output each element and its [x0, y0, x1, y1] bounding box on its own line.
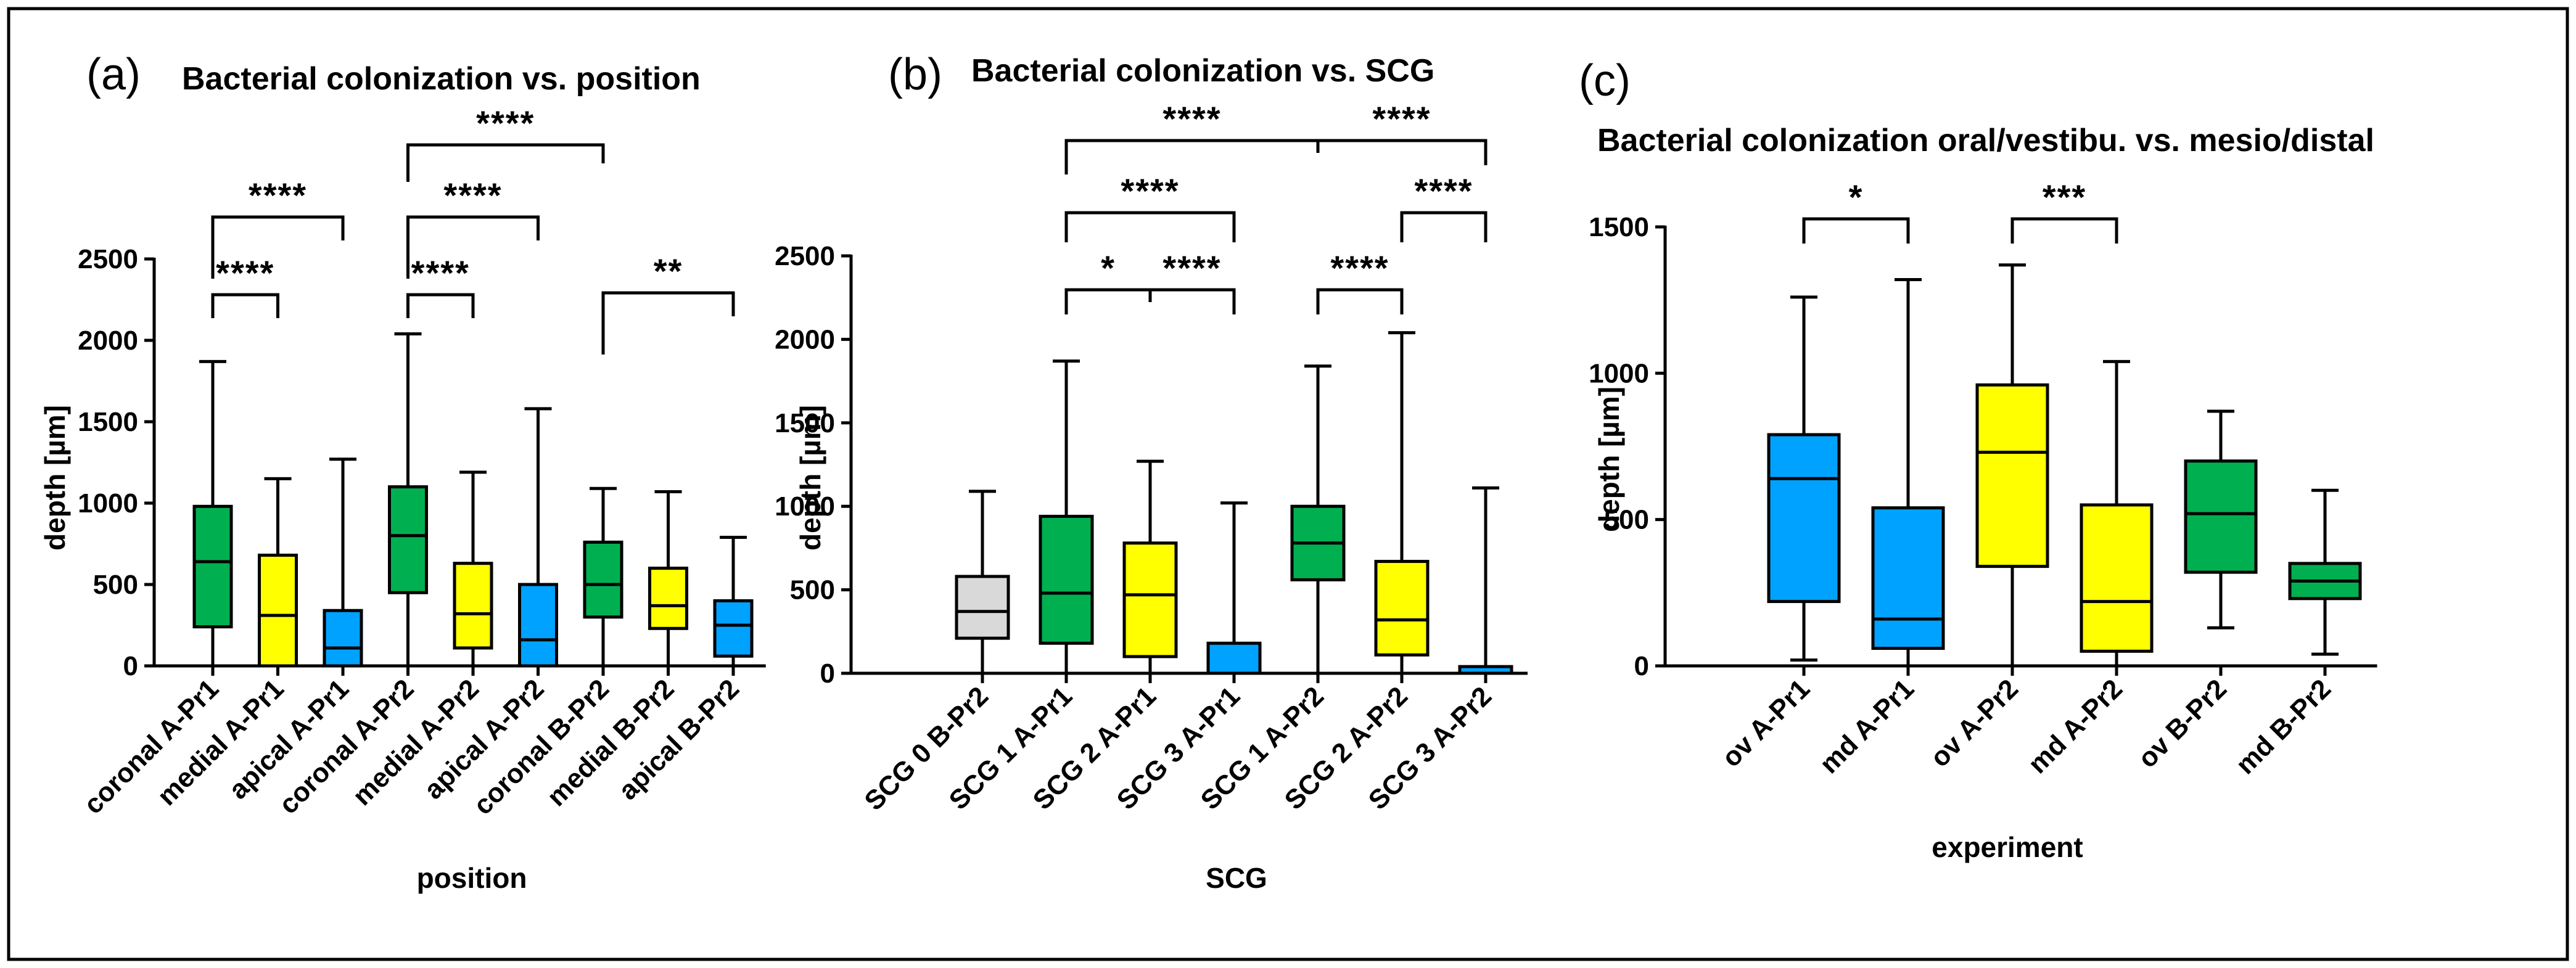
box-3	[323, 609, 363, 668]
significance-bracket	[2010, 217, 2118, 244]
box-1	[1767, 433, 1841, 604]
y-tick-label: 2500	[78, 244, 138, 274]
significance-bracket	[406, 143, 605, 182]
significance-stars: ****	[1162, 99, 1221, 138]
figure-frame	[7, 7, 2569, 961]
box-2	[258, 553, 298, 668]
panel-b-plot-area	[849, 255, 1528, 683]
y-tick-label: 1500	[775, 408, 835, 438]
panel-b-title: Bacterial colonization vs. SCG	[971, 53, 1434, 89]
y-tick-label: 500	[1604, 505, 1649, 535]
panel-c-xlabel: experiment	[1932, 831, 2083, 863]
panel-c-letter: (c)	[1579, 56, 1631, 105]
significance-stars: ****	[249, 176, 307, 215]
panel-a-xlabel: position	[417, 862, 527, 894]
box-7	[583, 540, 623, 619]
box-6	[518, 583, 558, 668]
significance-stars: ****	[476, 104, 535, 142]
significance-bracket	[1316, 288, 1404, 314]
significance-stars: **	[654, 252, 683, 290]
panel-a-letter: (a)	[86, 50, 141, 99]
box-1	[192, 504, 233, 629]
significance-bracket	[211, 293, 279, 318]
y-tick-label: 1000	[1589, 358, 1649, 388]
box-3	[1975, 383, 2049, 568]
box-9	[713, 599, 754, 658]
box-4	[2080, 503, 2154, 653]
significance-bracket	[406, 293, 475, 318]
panel-c-significance: * ***	[1802, 178, 2118, 244]
y-tick-label: 500	[790, 575, 835, 605]
y-tick-label: 1000	[775, 491, 835, 522]
y-tick-label: 1000	[78, 488, 138, 519]
significance-stars: ****	[1414, 171, 1473, 210]
significance-stars: ****	[1162, 248, 1221, 287]
significance-stars: *	[1101, 248, 1116, 287]
panel-b-significance: * ************************	[1064, 99, 1488, 314]
significance-bracket	[1316, 139, 1488, 165]
panel-b-ylabel: depth [µm]	[794, 405, 826, 551]
y-tick-label: 2000	[78, 326, 138, 356]
y-tick-label: 500	[93, 570, 138, 600]
panel-b-letter: (b)	[888, 50, 942, 99]
significance-bracket	[211, 215, 345, 279]
box-4	[1206, 641, 1262, 675]
panel-a-significance: **********************	[211, 104, 735, 355]
box-3	[1122, 541, 1178, 658]
panel-c-title: Bacterial colonization oral/vestibu. vs.…	[1597, 123, 2374, 158]
box-2	[1871, 506, 1945, 650]
box-8	[648, 567, 688, 630]
panel-c-plot-area	[1663, 226, 2377, 676]
box-2	[1039, 514, 1094, 645]
significance-stars: ****	[411, 253, 470, 292]
panel-b-xlabel: SCG	[1206, 862, 1267, 894]
y-tick-label: 0	[1634, 651, 1649, 681]
panel-c-ylabel: depth [µm]	[1593, 387, 1625, 532]
panel-b-y-ticks: 0 500 1000 1500 2000 2500	[775, 241, 851, 689]
significance-stars: ****	[443, 176, 502, 215]
significance-bracket	[1400, 211, 1488, 242]
significance-stars: ****	[216, 253, 274, 292]
y-tick-label: 2000	[775, 324, 835, 355]
significance-bracket	[1148, 288, 1236, 314]
y-tick-label: 1500	[78, 407, 138, 437]
significance-stars: ***	[2043, 178, 2086, 216]
significance-bracket	[1064, 211, 1236, 242]
panel-a-title: Bacterial colonization vs. position	[182, 61, 701, 97]
box-1	[955, 575, 1010, 640]
significance-stars: ****	[1372, 99, 1431, 138]
panel-c-y-ticks: 0 500 1000 1500	[1589, 212, 1665, 681]
y-tick-label: 2500	[775, 241, 835, 271]
panel-a-y-ticks: 0 500 1000 1500 2000 2500	[78, 244, 154, 681]
y-tick-label: 1500	[1589, 212, 1649, 242]
box-6	[1374, 560, 1430, 657]
box-5	[453, 562, 493, 650]
significance-bracket	[1802, 217, 1910, 244]
box-5	[2184, 459, 2258, 574]
y-tick-label: 0	[820, 658, 835, 689]
significance-stars: *	[1849, 178, 1864, 216]
y-tick-label: 0	[123, 651, 138, 681]
significance-stars: ****	[1121, 171, 1179, 210]
box-4	[388, 485, 428, 594]
significance-bracket	[601, 291, 735, 355]
significance-stars: ****	[1330, 248, 1389, 287]
panel-a-plot-area	[152, 258, 766, 676]
panel-a-ylabel: depth [µm]	[39, 405, 71, 551]
significance-bracket	[406, 215, 540, 279]
